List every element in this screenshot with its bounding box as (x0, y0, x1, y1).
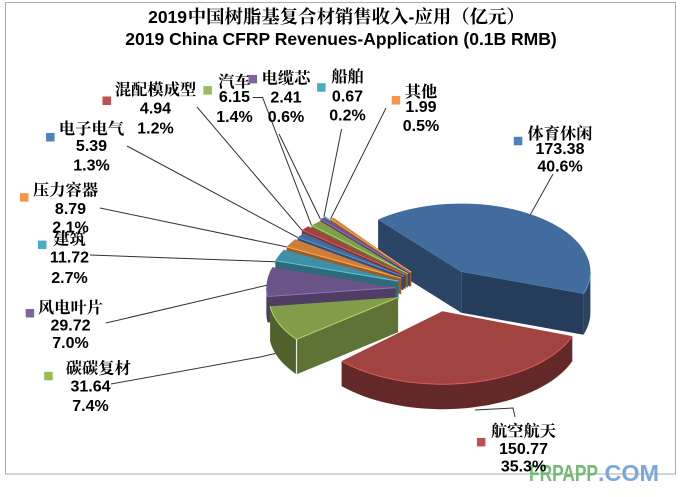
svg-text:FRPAPP: FRPAPP (529, 460, 598, 486)
svg-text:0.2%: 0.2% (329, 108, 365, 125)
svg-text:1.3%: 1.3% (73, 158, 109, 175)
svg-text:0.5%: 0.5% (403, 118, 439, 135)
svg-text:2.41: 2.41 (270, 89, 301, 106)
svg-text:2019 China CFRP Revenues-Appli: 2019 China CFRP Revenues-Application (0.… (125, 29, 556, 49)
svg-text:.COM: .COM (598, 460, 659, 486)
svg-text:8.79: 8.79 (55, 201, 86, 218)
svg-text:-: - (409, 7, 415, 27)
svg-text:31.64: 31.64 (70, 379, 110, 396)
svg-text:4.94: 4.94 (140, 101, 171, 118)
svg-text:35.3%: 35.3% (501, 459, 546, 476)
svg-text:173.38: 173.38 (536, 141, 585, 158)
svg-text:0.6%: 0.6% (268, 109, 304, 126)
svg-text:150.77: 150.77 (499, 441, 548, 458)
svg-text:7.0%: 7.0% (52, 335, 88, 352)
svg-text:1.4%: 1.4% (216, 109, 252, 126)
svg-text:6.15: 6.15 (219, 89, 250, 106)
svg-text:40.6%: 40.6% (537, 159, 582, 176)
svg-text:2.1%: 2.1% (52, 219, 88, 236)
svg-text:11.72: 11.72 (50, 249, 89, 266)
svg-text:2019: 2019 (148, 7, 187, 27)
svg-text:29.72: 29.72 (50, 318, 90, 335)
svg-text:2.7%: 2.7% (51, 270, 87, 287)
svg-text:1.2%: 1.2% (137, 121, 173, 138)
svg-text:0.67: 0.67 (332, 88, 363, 105)
svg-text:7.4%: 7.4% (72, 398, 108, 415)
svg-text:1.99: 1.99 (405, 99, 436, 116)
svg-text:5.39: 5.39 (76, 138, 107, 155)
